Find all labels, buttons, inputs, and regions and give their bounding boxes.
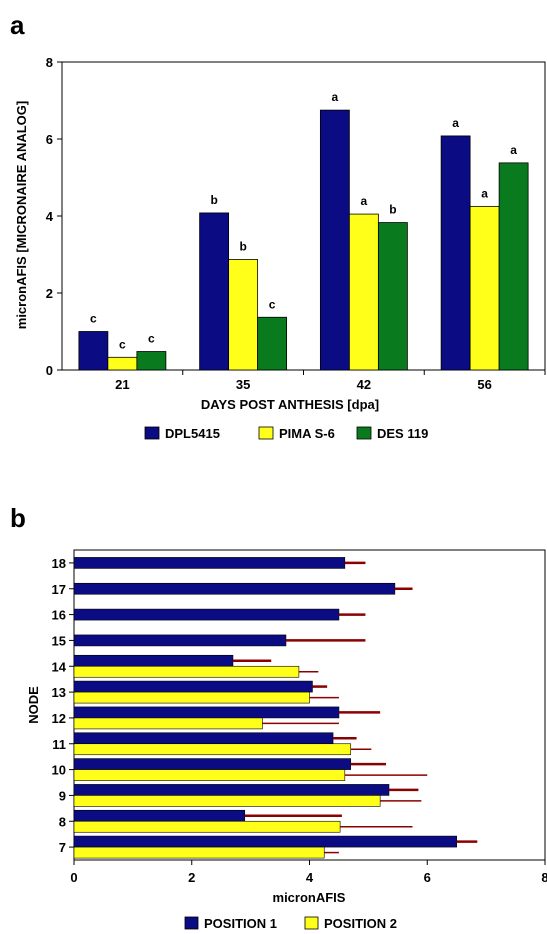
panel-a-bar-label: a [332,90,339,104]
panel-b-ytick-label: 11 [52,737,66,752]
panel-a-xtick-label: 56 [477,377,491,392]
panel-a-bar-label: c [269,297,276,311]
panel-a-bar-label: c [119,337,126,351]
panel-a-xtick-label: 42 [357,377,371,392]
panel-b-bar-position-2 [73,717,263,730]
panel-a-bar [78,331,109,371]
panel-a-chart: 0 2 4 6 8 21 c c c 35 b b c 42 a a b 56 a a a [46,55,546,392]
panel-b-ytick-label: 14 [52,659,67,674]
panel-a-legend-swatch [144,426,160,440]
panel-b-legend-swatch [304,916,319,930]
panel-b-bar-position-2 [73,846,325,859]
panel-b-bar-position-2 [73,691,310,704]
panel-a-bar [377,222,408,371]
panel-b-bar-position-2 [73,743,352,756]
panel-b-bar-position-2 [73,795,381,807]
panel-a-bar [136,351,167,371]
panel-b-bar-position-2 [73,769,346,781]
panel-a-legend-label: DES 119 [377,426,428,441]
panel-a-bar [469,205,500,371]
panel-a-bar-label: c [148,332,155,346]
panel-a-bar [440,135,471,371]
panel-a-bar [199,212,230,371]
panel-a-bar-label: b [239,240,246,254]
panel-b-ytick-label: 7 [59,840,66,855]
panel-b-ytick-label: 12 [52,711,66,726]
panel-b-bar-position-1 [73,706,340,719]
panel-b-bar-position-2 [73,665,300,678]
panel-a-bar-label: b [389,203,396,217]
panel-a-bar-label: b [210,193,217,207]
panel-b-ytick-label: 8 [59,814,66,829]
panel-a-bar [107,356,138,371]
panel-a-bar [319,109,350,371]
panel-b-xtick-label: 2 [188,870,195,885]
panel-b-ytick-label: 15 [52,633,66,648]
panel-a-bar-label: a [481,186,488,200]
panel-b-ytick-label: 10 [52,763,66,778]
panel-b-bar-position-1 [73,784,390,796]
panel-b-bar-position-1 [73,634,287,647]
panel-b-chart: 0 2 4 6 8 18 17 16 15 14 13 12 11 10 9 8 7 [52,549,547,885]
panel-a-legend-label: PIMA S-6 [279,426,335,441]
panel-b-bar-position-1 [73,654,234,667]
panel-a-xlabel: DAYS POST ANTHESIS [dpa] [201,397,379,412]
panel-b-bar-position-1 [73,809,246,822]
panel-a-bar [498,162,529,371]
panel-b-bar-position-1 [73,758,352,770]
panel-a-ytick-label: 4 [46,209,54,224]
panel-b-legend-swatch [184,916,199,930]
panel-b-bar-position-1 [73,557,346,569]
panel-a-bar-label: a [510,143,517,157]
panel-b-ytick-label: 9 [59,788,66,803]
panel-a-bar-label: c [90,312,97,326]
panel-b-xtick-label: 0 [70,870,77,885]
panel-b-bar-position-1 [73,680,313,693]
panel-b-xtick-label: 4 [306,870,314,885]
panel-b-bar-position-1 [73,608,340,621]
panel-a-legend: DPL5415 PIMA S-6 DES 119 [144,426,428,441]
panel-b-ytick-label: 16 [52,608,66,623]
panel-a-ytick-label: 8 [46,55,53,70]
panel-b-xlabel: micronAFIS [273,890,346,905]
panel-a-bar-label: a [361,194,368,208]
panel-a-ytick-label: 0 [46,363,53,378]
panel-a-legend-swatch [356,426,372,440]
panel-a-ytick-label: 6 [46,132,53,147]
panel-b-bar-position-2 [73,820,341,833]
panel-a-xtick-label: 21 [115,377,129,392]
panel-b-bar-position-1 [73,732,334,745]
panel-b-ytick-label: 17 [52,582,66,597]
panel-a-legend-swatch [258,426,274,440]
panel-b-bar-position-1 [73,582,396,595]
panel-b-bar-position-1 [73,835,457,848]
panel-a-bar [257,316,288,371]
panel-b-legend-label: POSITION 2 [324,916,397,931]
panel-a-legend-label: DPL5415 [165,426,220,441]
panel-a-xtick-label: 35 [236,377,250,392]
panel-b-ytick-label: 13 [52,685,66,700]
panel-a-ylabel: micronAFIS [MICRONAIRE ANALOG] [14,101,29,329]
panel-b-legend: POSITION 1 POSITION 2 [184,916,397,931]
panel-a-ytick-label: 2 [46,286,53,301]
panel-b-legend-label: POSITION 1 [204,916,277,931]
panel-b-xtick-label: 8 [541,870,547,885]
panel-b-xtick-label: 6 [424,870,431,885]
panel-a-bar [348,213,379,371]
panel-b-ytick-label: 18 [52,556,66,571]
panel-a-letter: a [10,10,25,40]
panel-b-letter: b [10,503,26,533]
panel-a-bar-label: a [452,116,459,130]
panel-b-ylabel: NODE [26,686,41,724]
panel-a-bar [228,259,259,371]
